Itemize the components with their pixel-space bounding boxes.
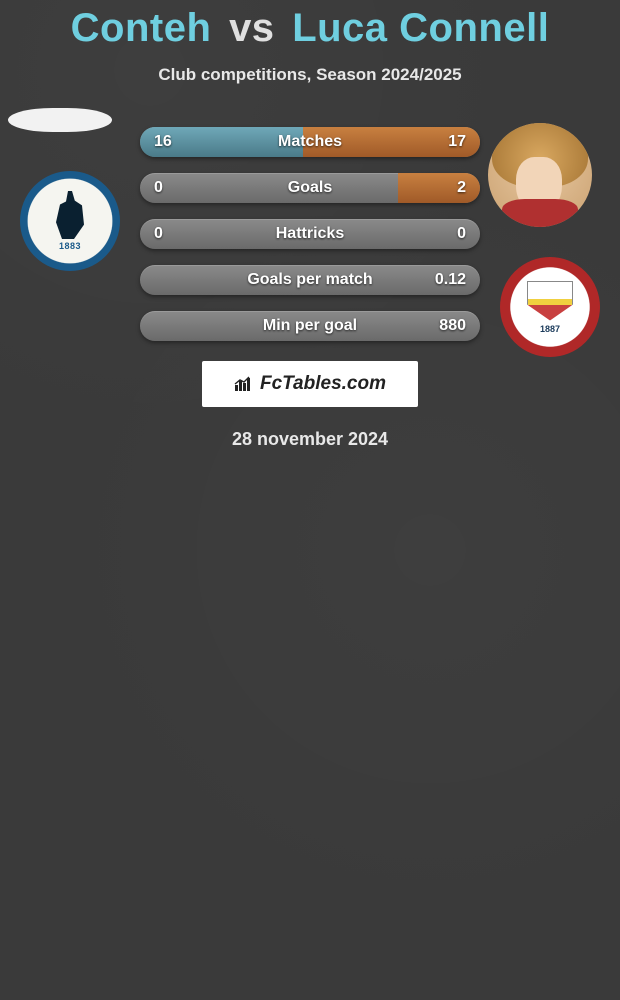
stat-label: Min per goal — [263, 317, 357, 335]
stat-bar: 880 Min per goal — [140, 311, 480, 341]
stat-value-p2: 0.12 — [435, 271, 466, 289]
stat-value-p2: 0 — [457, 225, 466, 243]
stats-panel: 1883 1887 1617Matches02Goals00Hattricks0… — [0, 123, 620, 341]
stat-value-p2: 880 — [439, 317, 466, 335]
stat-bar: 0 2 Goals — [140, 173, 480, 203]
player1-name: Conteh — [71, 6, 212, 50]
comparison-title: Conteh vs Luca Connell — [0, 6, 620, 51]
stat-label: Hattricks — [276, 225, 344, 243]
stat-value-p2: 2 — [457, 179, 466, 197]
vs-text: vs — [229, 6, 275, 50]
stat-bar: 0 0 Hattricks — [140, 219, 480, 249]
stat-label: Matches — [278, 133, 342, 151]
player2-club-crest: 1887 — [500, 257, 600, 357]
player2-name: Luca Connell — [292, 6, 549, 50]
watermark-text: FcTables.com — [260, 373, 386, 395]
left-crest-year: 1883 — [59, 241, 81, 251]
stat-value-p1: 0 — [154, 179, 163, 197]
player1-club-crest: 1883 — [20, 171, 120, 271]
stat-value-p1: 16 — [154, 133, 172, 151]
stat-bars: 16 17 Matches 0 2 Goals 0 0 Hattricks 0.12 Goals p… — [140, 123, 480, 341]
stat-bar: 0.12 Goals per match — [140, 265, 480, 295]
chart-icon — [234, 376, 254, 392]
stat-label: Goals per match — [247, 271, 372, 289]
right-crest-year: 1887 — [540, 324, 560, 334]
player1-avatar — [8, 108, 112, 132]
stat-label: Goals — [288, 179, 332, 197]
date: 28 november 2024 — [0, 429, 620, 450]
subtitle: Club competitions, Season 2024/2025 — [0, 65, 620, 85]
watermark: FcTables.com — [202, 361, 418, 407]
stat-fill-p2 — [398, 173, 480, 203]
stat-value-p2: 17 — [448, 133, 466, 151]
stat-value-p1: 0 — [154, 225, 163, 243]
stat-bar: 16 17 Matches — [140, 127, 480, 157]
player2-avatar — [488, 123, 592, 227]
